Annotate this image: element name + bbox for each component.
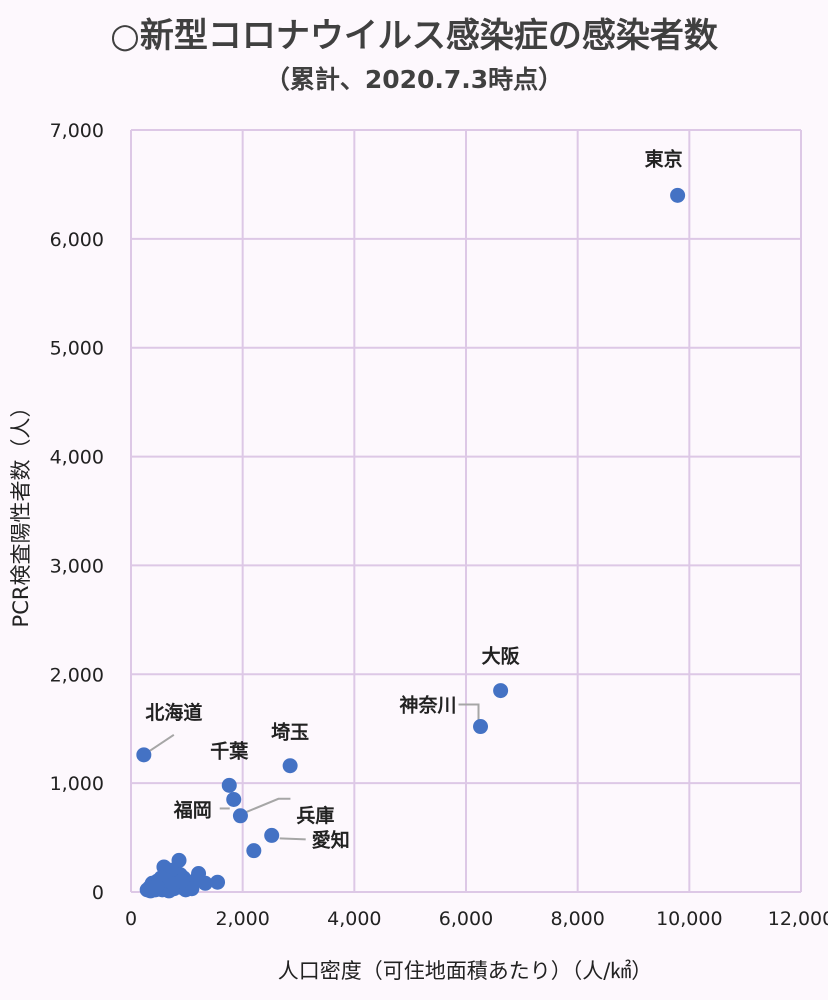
x-axis-label: 人口密度（可住地面積あたり）（人/㎢）	[278, 959, 653, 983]
point-label: 神奈川	[400, 694, 457, 717]
y-tick-label: 1,000	[50, 773, 104, 795]
data-point-labeled	[670, 187, 686, 203]
data-point-labeled	[493, 683, 509, 699]
point-label: 北海道	[145, 701, 202, 724]
data-point-labeled	[264, 827, 280, 843]
y-tick-label: 2,000	[50, 664, 104, 686]
y-tick-label: 5,000	[50, 338, 104, 360]
data-point-labeled	[226, 791, 242, 807]
data-point-labeled	[221, 777, 237, 793]
x-axis-ticks: 0 2,000 4,000 6,000 8,000 10,000 12,000	[125, 908, 828, 930]
point-label: 愛知	[312, 828, 350, 851]
leader-line	[458, 703, 480, 722]
leader-line	[279, 837, 306, 841]
data-point	[210, 874, 226, 890]
chart-subtitle: （累計、2020.7.3時点）	[265, 65, 563, 94]
y-tick-label: 6,000	[50, 229, 104, 251]
x-tick-label: 6,000	[439, 908, 493, 930]
data-points	[136, 187, 686, 899]
point-label: 福岡	[173, 798, 212, 821]
data-point	[173, 873, 189, 889]
x-tick-label: 0	[125, 908, 137, 930]
y-tick-label: 4,000	[50, 447, 104, 469]
point-label: 東京	[645, 147, 683, 170]
data-point-labeled	[473, 719, 489, 735]
y-axis-label: PCR検査陽性者数（人）	[9, 397, 33, 628]
data-point-labeled	[136, 747, 152, 763]
data-point-labeled	[232, 808, 248, 824]
data-point	[149, 878, 165, 894]
data-point	[184, 881, 200, 897]
x-tick-label: 2,000	[215, 908, 269, 930]
y-tick-label: 7,000	[50, 120, 104, 142]
x-tick-label: 12,000	[768, 908, 828, 930]
data-point	[246, 843, 262, 859]
x-tick-label: 4,000	[327, 908, 381, 930]
y-tick-label: 0	[92, 882, 104, 904]
leader-line	[149, 734, 175, 752]
data-point-labeled	[282, 758, 298, 774]
point-label: 兵庫	[296, 804, 334, 827]
gridlines	[130, 129, 802, 893]
leader-line	[244, 797, 291, 814]
x-tick-label: 8,000	[550, 908, 604, 930]
label-leader-lines	[149, 703, 480, 841]
chart-title: ○新型コロナウイルス感染症の感染者数	[110, 16, 718, 56]
point-label: 千葉	[210, 740, 249, 762]
point-label: 埼玉	[271, 721, 309, 744]
point-label: 大阪	[482, 645, 521, 668]
y-tick-label: 3,000	[50, 555, 104, 577]
x-tick-label: 10,000	[656, 908, 722, 930]
y-axis-ticks: 0 1,000 2,000 3,000 4,000 5,000 6,000 7,000	[50, 120, 104, 904]
